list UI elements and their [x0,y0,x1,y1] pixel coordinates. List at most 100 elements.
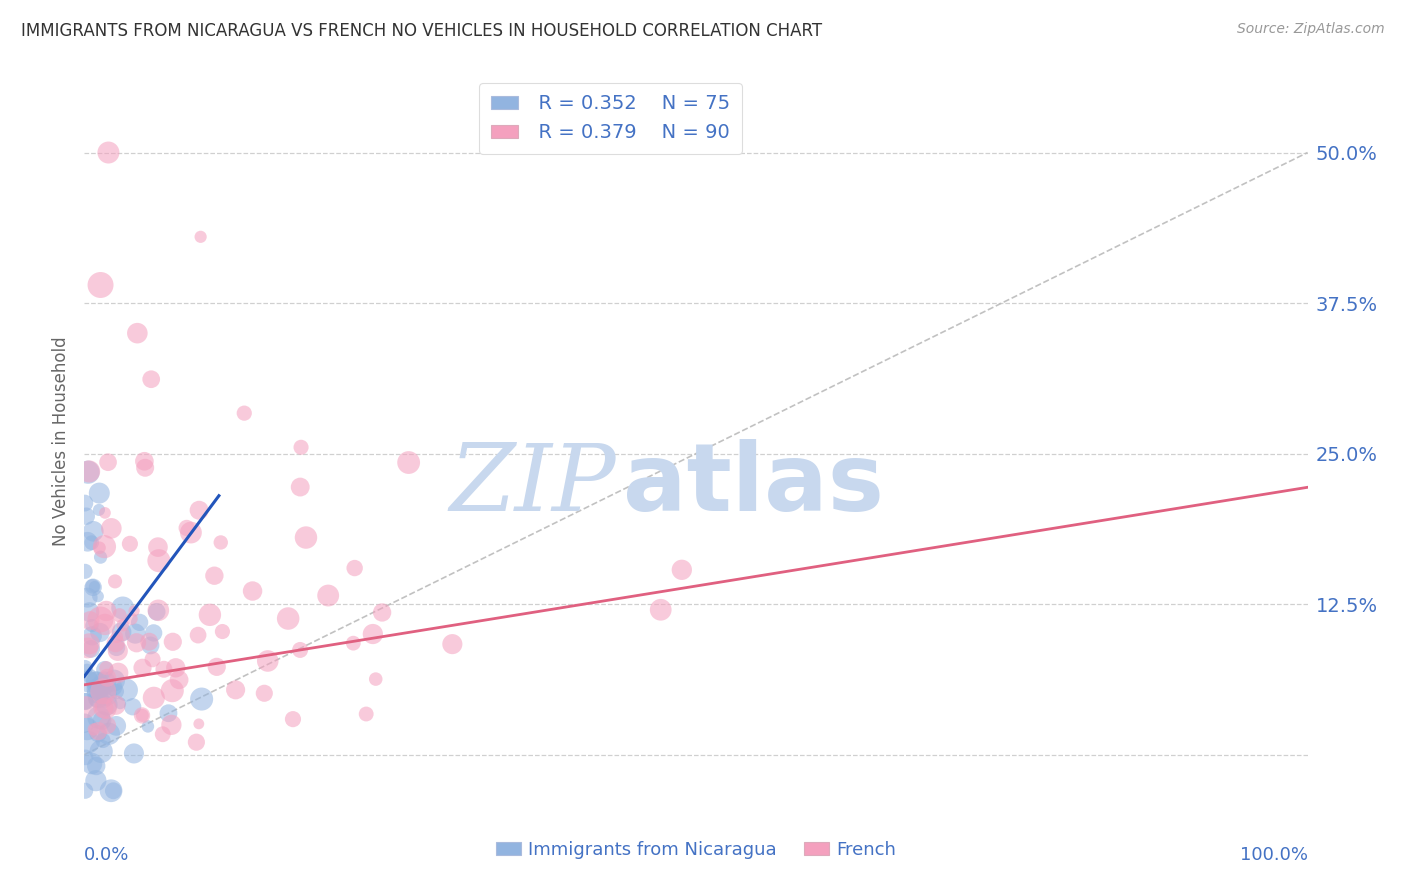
Point [162,683,184,698]
Point [125,636,148,650]
Point [190,692,212,706]
Point [253,686,276,700]
Point [142,652,165,666]
Point [96,671,118,685]
Point [84,673,107,688]
Point [89,612,111,626]
Point [80,756,103,771]
Point [104,698,127,712]
Point [89,486,111,500]
Point [80,535,103,549]
Point [82,579,104,593]
Point [361,627,384,641]
Point [76,534,98,549]
Point [96,661,118,675]
Point [73,660,96,674]
Point [131,661,153,675]
Point [342,636,364,650]
Point [111,601,134,615]
Point [90,550,112,565]
Point [87,503,110,517]
Point [87,691,110,706]
Point [316,589,339,603]
Point [86,692,108,706]
Point [122,747,145,761]
Point [198,607,221,622]
Point [146,540,169,554]
Point [103,673,125,688]
Point [187,716,209,731]
Point [94,682,117,697]
Point [202,568,225,582]
Point [118,537,141,551]
Point [91,714,114,728]
Text: atlas: atlas [623,439,883,531]
Point [86,675,108,690]
Point [107,665,129,680]
Point [650,603,672,617]
Point [75,784,97,798]
Point [162,634,184,648]
Point [73,716,96,731]
Point [134,454,156,468]
Point [128,615,150,630]
Point [398,456,420,470]
Point [277,611,299,625]
Point [87,684,110,698]
Point [76,640,98,655]
Point [105,719,128,733]
Point [288,643,311,657]
Point [80,641,103,656]
Point [89,541,111,555]
Point [233,406,256,420]
Point [84,773,107,788]
Point [441,637,464,651]
Point [93,540,115,554]
Point [225,682,247,697]
Point [100,784,122,798]
Point [131,708,153,723]
Point [343,561,366,575]
Point [148,603,170,617]
Point [111,624,134,639]
Point [371,606,394,620]
Point [80,618,103,632]
Text: Source: ZipAtlas.com: Source: ZipAtlas.com [1237,22,1385,37]
Point [87,724,110,739]
Point [94,663,117,677]
Y-axis label: No Vehicles in Household: No Vehicles in Household [52,336,70,547]
Point [86,686,108,700]
Point [79,605,101,619]
Point [105,630,128,644]
Point [94,506,117,520]
Point [87,710,110,724]
Point [97,455,120,469]
Point [122,604,145,618]
Point [136,719,159,733]
Point [142,626,165,640]
Point [145,605,167,619]
Text: 100.0%: 100.0% [1240,847,1308,864]
Point [290,480,312,494]
Point [87,590,110,604]
Point [91,733,114,747]
Point [90,744,112,758]
Point [111,618,134,632]
Point [93,676,115,690]
Point [242,584,264,599]
Point [84,759,107,773]
Point [94,694,117,708]
Point [96,718,118,732]
Point [190,230,212,244]
Text: 0.0%: 0.0% [84,847,129,864]
Point [77,465,100,479]
Point [105,640,128,655]
Point [86,681,108,696]
Point [76,662,98,676]
Point [96,604,118,618]
Point [104,636,127,650]
Point [134,460,156,475]
Point [76,722,98,736]
Point [211,624,233,639]
Point [73,694,96,708]
